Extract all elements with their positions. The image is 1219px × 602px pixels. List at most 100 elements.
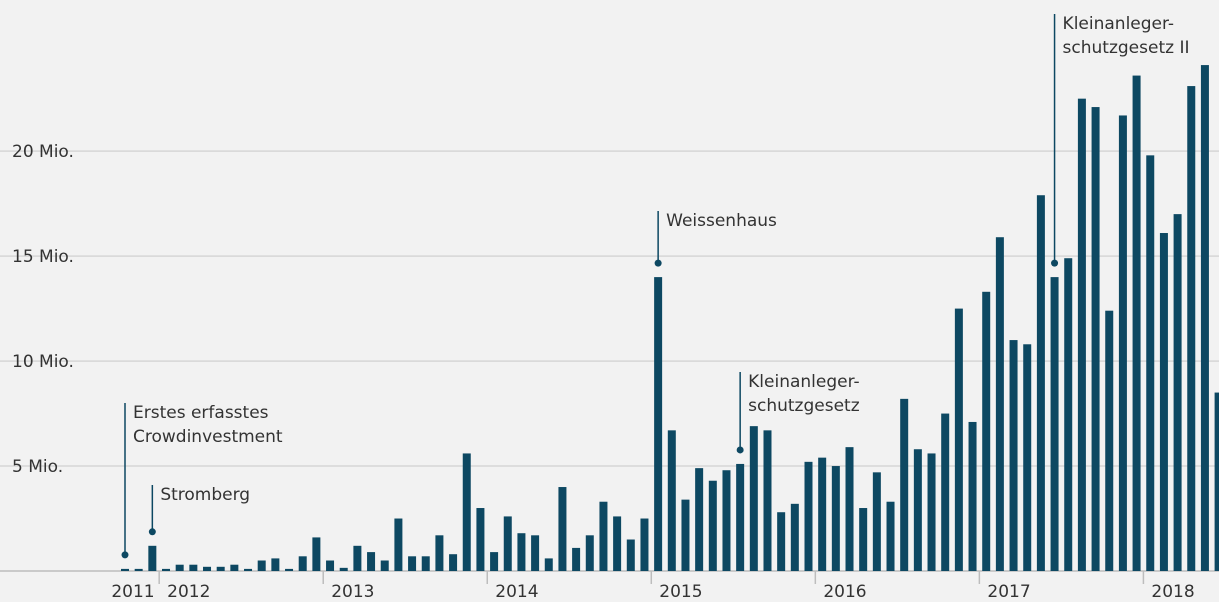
- bar: [189, 564, 198, 571]
- bar: [271, 558, 280, 571]
- bar: [681, 499, 690, 571]
- bar: [626, 539, 635, 571]
- bar: [367, 552, 376, 571]
- bar: [326, 560, 335, 571]
- bar: [162, 568, 171, 571]
- bar: [1146, 155, 1155, 571]
- bar: [749, 426, 758, 571]
- bar: [1187, 86, 1196, 571]
- bar: [572, 547, 581, 571]
- bar: [558, 487, 567, 571]
- bar: [954, 308, 963, 571]
- annotation-dot: [1051, 259, 1059, 267]
- x-tick-label: 2012: [167, 582, 210, 602]
- bar: [435, 535, 444, 571]
- bar: [1009, 340, 1018, 571]
- bar: [872, 472, 881, 571]
- bar: [831, 466, 840, 571]
- bar: [722, 470, 731, 571]
- bar: [1173, 214, 1182, 571]
- bar: [353, 545, 362, 571]
- annotation-text: Stromberg: [160, 485, 250, 505]
- bar: [380, 560, 389, 571]
- bar: [544, 558, 553, 571]
- bar: [1200, 65, 1209, 571]
- bar: [1214, 392, 1219, 571]
- bar: [339, 567, 348, 571]
- bar: [763, 430, 772, 571]
- x-tick-label: 2018: [1151, 582, 1194, 602]
- bar: [531, 535, 540, 571]
- y-tick-label: 15 Mio.: [12, 247, 74, 267]
- bar: [421, 556, 430, 571]
- y-tick-label: 5 Mio.: [12, 457, 63, 477]
- bar: [1118, 115, 1127, 571]
- bar: [408, 556, 417, 571]
- bar: [708, 480, 717, 571]
- bar: [1050, 277, 1059, 571]
- bar: [1023, 344, 1032, 571]
- annotation-text: Kleinanleger-: [1063, 14, 1175, 34]
- bar: [1077, 98, 1086, 572]
- bar: [257, 560, 266, 571]
- bar: [790, 503, 799, 571]
- x-tick-label: 2016: [823, 582, 866, 602]
- bar: [599, 501, 608, 571]
- bar: [736, 463, 745, 571]
- annotation-dot: [148, 528, 156, 536]
- bar: [462, 453, 471, 571]
- x-tick-label: 2013: [331, 582, 374, 602]
- bar: [1105, 310, 1114, 571]
- bar: [968, 421, 977, 571]
- bar: [1064, 258, 1073, 571]
- bar: [490, 552, 499, 571]
- y-tick-label: 10 Mio.: [12, 352, 74, 372]
- bar: [1036, 195, 1045, 571]
- bar: [804, 461, 813, 571]
- bar: [121, 568, 129, 571]
- x-tick-label: 2015: [659, 582, 702, 602]
- y-tick-label: 20 Mio.: [12, 142, 74, 162]
- x-tick-label: 2017: [987, 582, 1030, 602]
- bar: [175, 564, 184, 571]
- bar: [134, 568, 143, 571]
- bar: [230, 564, 239, 571]
- bar: [517, 533, 526, 571]
- annotation-text: Crowdinvestment: [133, 427, 283, 447]
- x-tick-label: 2011: [111, 582, 154, 602]
- annotation-text: Weissenhaus: [666, 211, 777, 231]
- bar: [995, 237, 1004, 571]
- bar: [203, 566, 212, 571]
- bar: [667, 430, 676, 571]
- x-tick-label: 2014: [495, 582, 538, 602]
- bar: [216, 566, 225, 571]
- bar: [859, 508, 868, 571]
- bar: [640, 518, 649, 571]
- bar: [503, 516, 512, 571]
- annotation-text: Kleinanleger-: [748, 372, 860, 392]
- bar: [244, 568, 253, 571]
- bar: [941, 413, 950, 571]
- bar: [913, 449, 922, 571]
- bar: [900, 398, 909, 571]
- bar: [1159, 233, 1168, 572]
- bar: [298, 556, 307, 571]
- bar: [982, 291, 991, 571]
- bar: [285, 568, 294, 571]
- bar: [585, 535, 594, 571]
- annotation-text: schutzgesetz: [748, 396, 860, 416]
- bar: [777, 512, 786, 571]
- bar: [394, 518, 403, 571]
- bar: [449, 554, 458, 571]
- bar: [1132, 75, 1141, 571]
- bar: [695, 468, 704, 571]
- annotation-text: schutzgesetz II: [1063, 38, 1190, 58]
- bar: [148, 545, 157, 571]
- bar: [1091, 107, 1100, 571]
- bar: [312, 537, 321, 571]
- annotation-text: Erstes erfasstes: [133, 403, 269, 423]
- bar: [818, 457, 827, 571]
- annotation-dot: [121, 551, 129, 559]
- bar: [476, 508, 485, 571]
